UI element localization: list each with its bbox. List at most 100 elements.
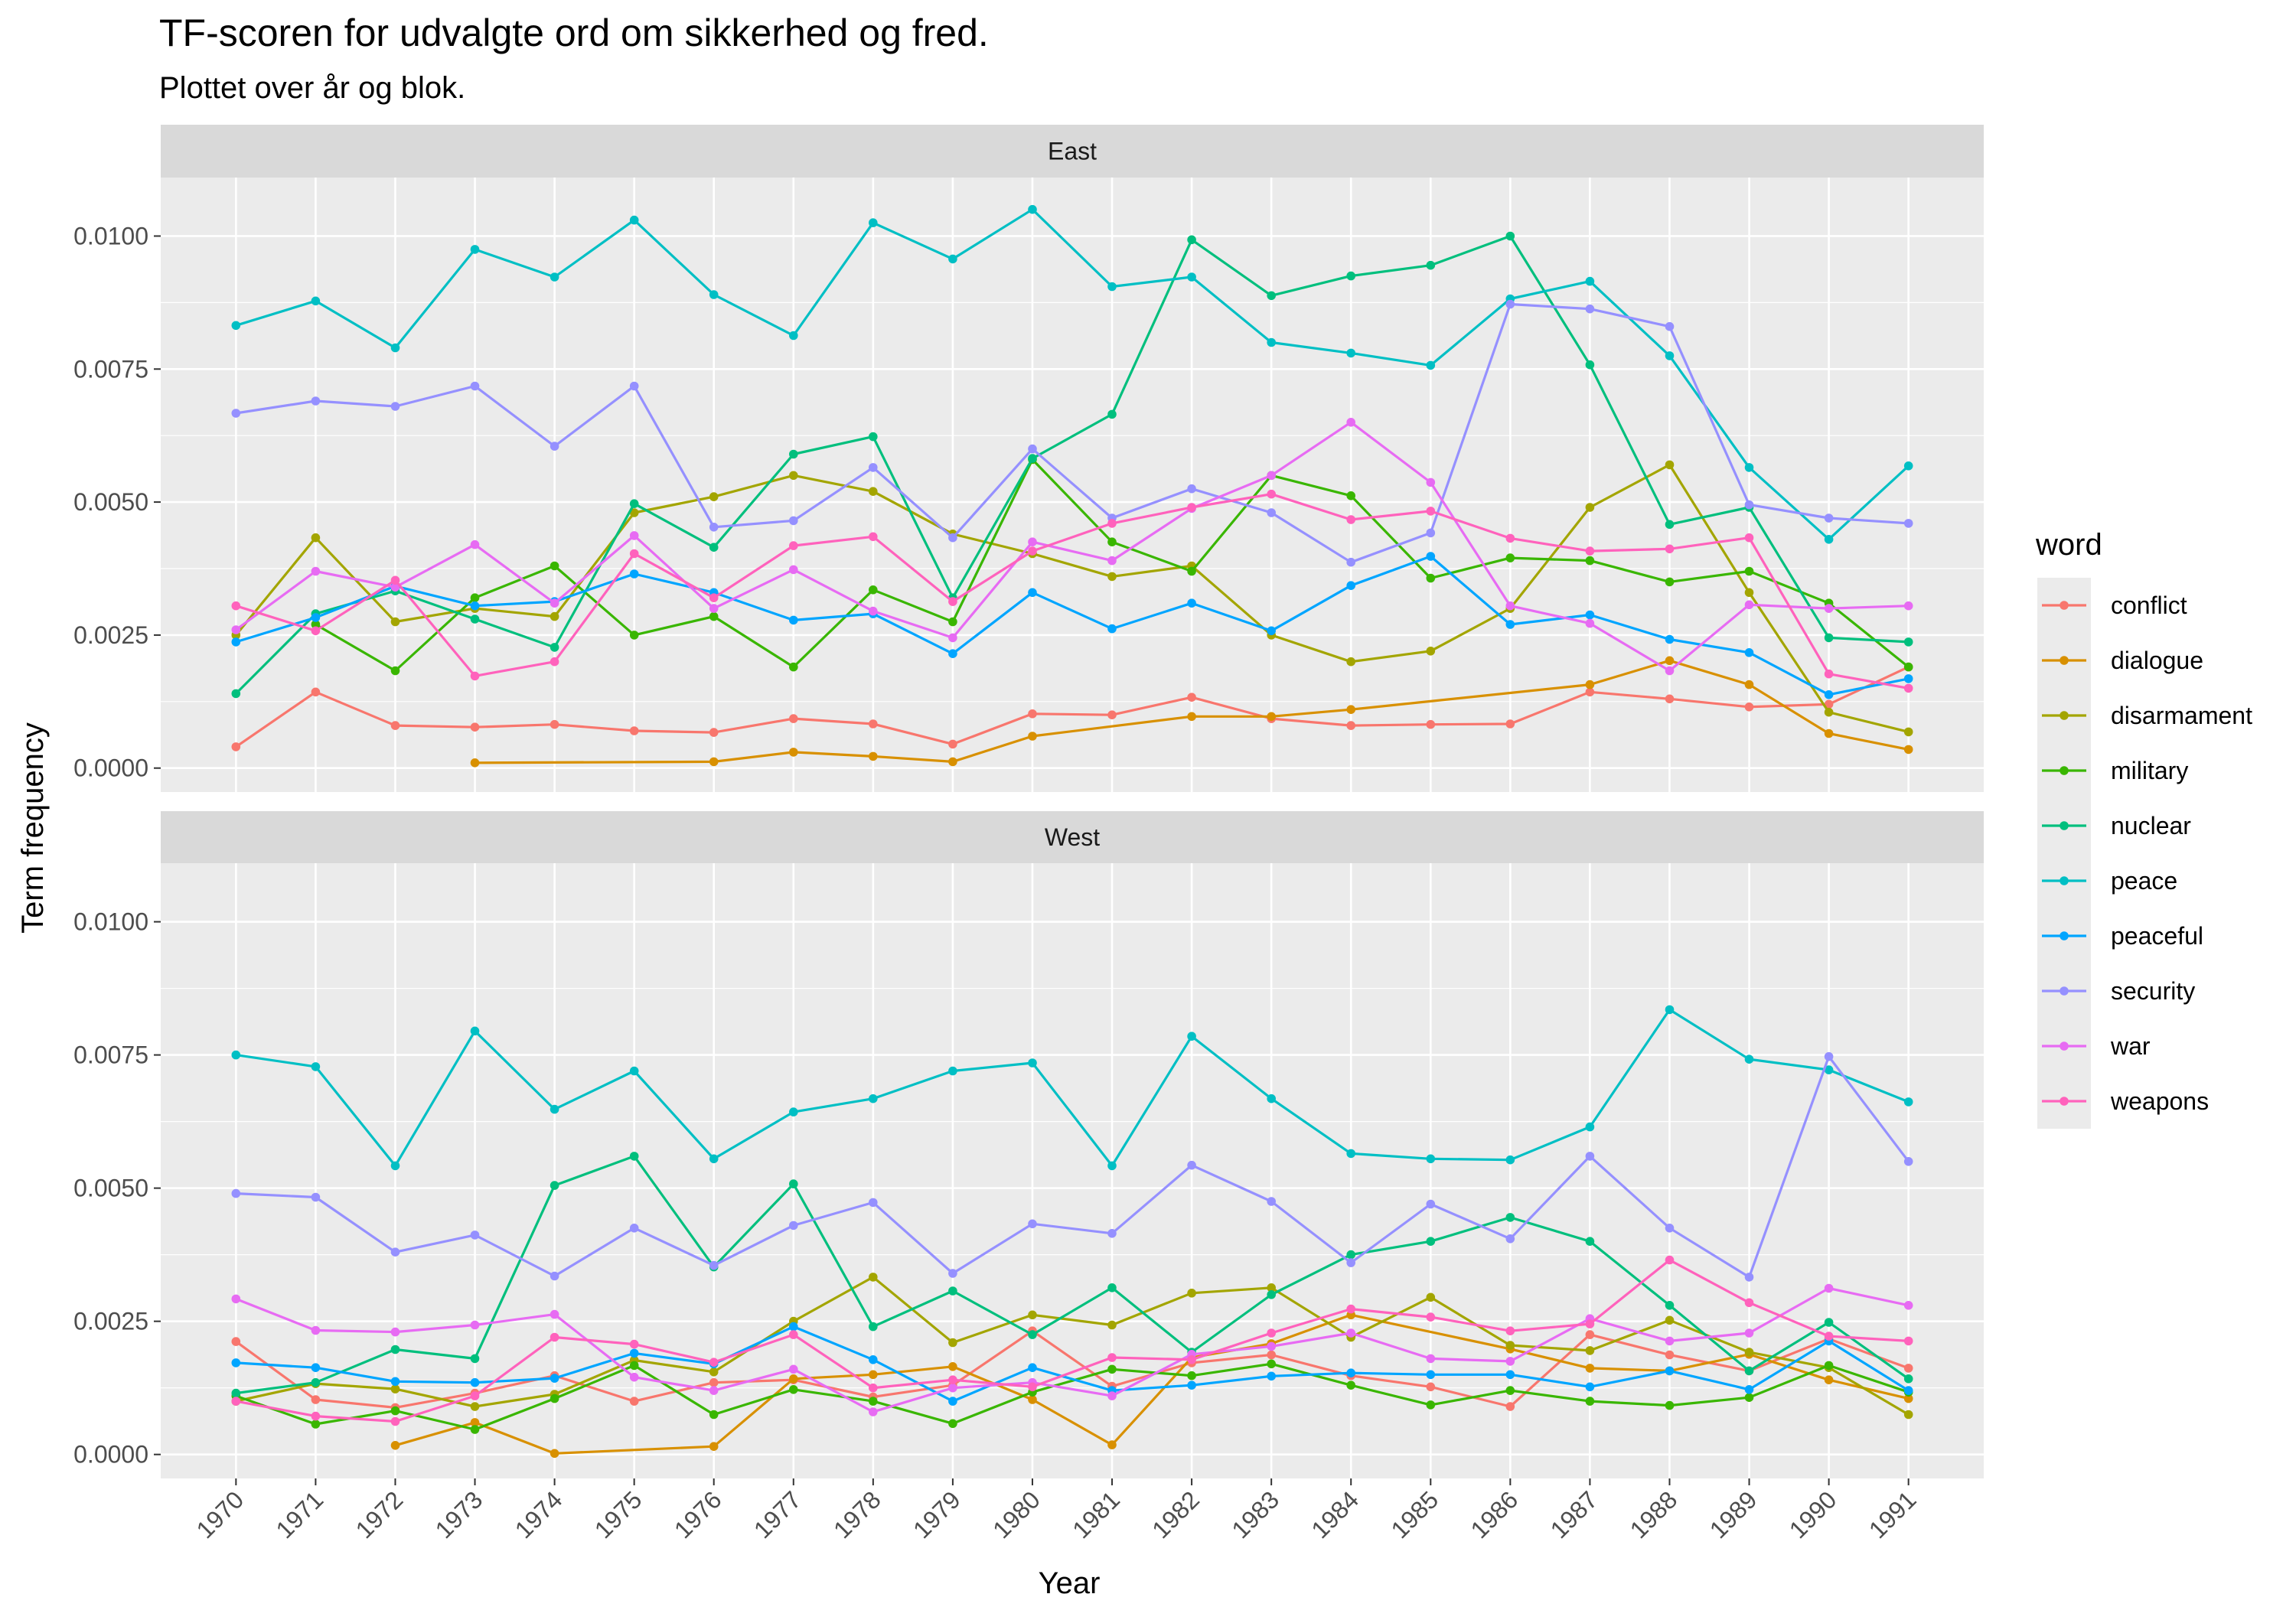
data-point-weapons — [390, 575, 400, 585]
data-point-weapons — [1346, 1304, 1355, 1314]
data-point-dialogue — [1585, 1364, 1595, 1373]
data-point-war — [1744, 600, 1754, 610]
series-line-peace — [236, 1008, 1910, 1168]
data-point-security — [1426, 1199, 1436, 1209]
data-point-dialogue — [869, 1370, 878, 1380]
legend-item-dialogue: dialogue — [2042, 647, 2203, 674]
data-point-conflict — [1028, 709, 1037, 719]
data-point-weapons — [470, 671, 480, 681]
data-point-security — [629, 381, 639, 391]
data-point-security — [1187, 484, 1196, 494]
data-point-peace — [550, 272, 559, 282]
data-point-nuclear — [1187, 235, 1196, 245]
data-point-disarmament — [1585, 503, 1595, 512]
data-point-dialogue — [1824, 729, 1834, 738]
data-point-disarmament — [1744, 588, 1754, 598]
data-point-peace — [231, 1050, 241, 1060]
data-point-disarmament — [1107, 1320, 1117, 1330]
series-weapons — [231, 489, 1913, 693]
data-point-disarmament — [869, 487, 878, 496]
data-point-military — [390, 1406, 400, 1416]
series-line-war — [235, 1286, 1910, 1413]
data-point-weapons — [311, 626, 321, 636]
data-point-conflict — [390, 721, 400, 730]
data-point-conflict — [709, 1377, 719, 1387]
data-point-peace — [1426, 1154, 1436, 1164]
chart-subtitle: Plottet over år og blok. — [159, 71, 465, 105]
data-point-peaceful — [789, 1322, 798, 1332]
data-point-military — [311, 1420, 321, 1429]
data-point-war — [470, 539, 480, 549]
series-line-dialogue — [395, 1313, 1910, 1455]
data-point-peace — [390, 343, 400, 353]
data-point-peaceful — [948, 649, 957, 658]
legend-item-weapons: weapons — [2042, 1087, 2209, 1115]
data-point-weapons — [1028, 1382, 1037, 1392]
data-point-peaceful — [311, 1363, 321, 1372]
data-point-nuclear — [1107, 1283, 1117, 1292]
data-point-peaceful — [789, 615, 798, 625]
data-point-war — [1903, 1301, 1913, 1310]
data-point-disarmament — [869, 1273, 878, 1282]
data-point-disarmament — [470, 1402, 480, 1411]
data-point-military — [629, 631, 639, 640]
data-point-security — [311, 396, 321, 406]
data-point-conflict — [1187, 693, 1196, 702]
data-point-peaceful — [1665, 634, 1675, 644]
data-point-nuclear — [1824, 633, 1834, 643]
series-line-nuclear — [236, 1155, 1910, 1395]
data-point-military — [470, 1425, 480, 1434]
data-point-disarmament — [629, 508, 639, 517]
data-point-security — [1903, 519, 1913, 528]
x-tick-label: 1974 — [510, 1485, 568, 1543]
data-point-military — [709, 1410, 719, 1420]
data-point-weapons — [1107, 1353, 1117, 1362]
x-tick-label: 1978 — [828, 1485, 886, 1543]
data-point-peaceful — [629, 569, 639, 579]
data-point-war — [470, 1320, 480, 1330]
data-point-peaceful — [1267, 1371, 1276, 1381]
y-tick-label: 0.0075 — [73, 1041, 148, 1069]
data-point-peace — [550, 1104, 559, 1114]
data-point-nuclear — [1903, 637, 1913, 647]
series-military — [231, 1359, 1913, 1434]
data-point-war — [1824, 1283, 1834, 1293]
x-tick-label: 1977 — [748, 1485, 807, 1543]
data-point-nuclear — [869, 432, 878, 442]
data-point-peace — [789, 331, 798, 341]
data-point-war — [311, 566, 321, 576]
data-point-military — [1585, 556, 1595, 566]
data-point-conflict — [1426, 1382, 1436, 1392]
data-point-war — [390, 582, 400, 592]
data-point-conflict — [1585, 687, 1595, 697]
series-security — [231, 1051, 1913, 1282]
data-point-security — [1744, 500, 1754, 510]
data-point-weapons — [1426, 507, 1436, 516]
data-point-weapons — [231, 1397, 241, 1406]
x-tick-label: 1979 — [908, 1485, 966, 1543]
data-point-weapons — [869, 1383, 878, 1393]
x-tick-label: 1972 — [351, 1485, 409, 1543]
data-point-peace — [1267, 337, 1276, 347]
data-point-war — [1426, 478, 1436, 487]
data-point-peaceful — [1903, 1386, 1913, 1395]
series-line-military — [235, 1362, 1910, 1431]
data-point-weapons — [1426, 1312, 1436, 1322]
series-security — [231, 299, 1913, 567]
data-point-conflict — [1505, 719, 1515, 729]
data-point-security — [1426, 528, 1436, 538]
data-point-military — [1505, 553, 1515, 562]
data-point-military — [1824, 1361, 1834, 1371]
data-point-conflict — [1267, 1350, 1276, 1360]
data-point-dialogue — [948, 1362, 957, 1371]
data-point-conflict — [1426, 719, 1436, 729]
data-point-military — [869, 1397, 878, 1406]
data-point-peaceful — [1505, 620, 1515, 629]
data-point-nuclear — [1028, 454, 1037, 463]
data-point-weapons — [1824, 1332, 1834, 1341]
data-point-nuclear — [1426, 1237, 1436, 1246]
series-line-disarmament — [235, 463, 1910, 733]
data-point-war — [550, 598, 559, 608]
data-point-dialogue — [1903, 745, 1913, 755]
